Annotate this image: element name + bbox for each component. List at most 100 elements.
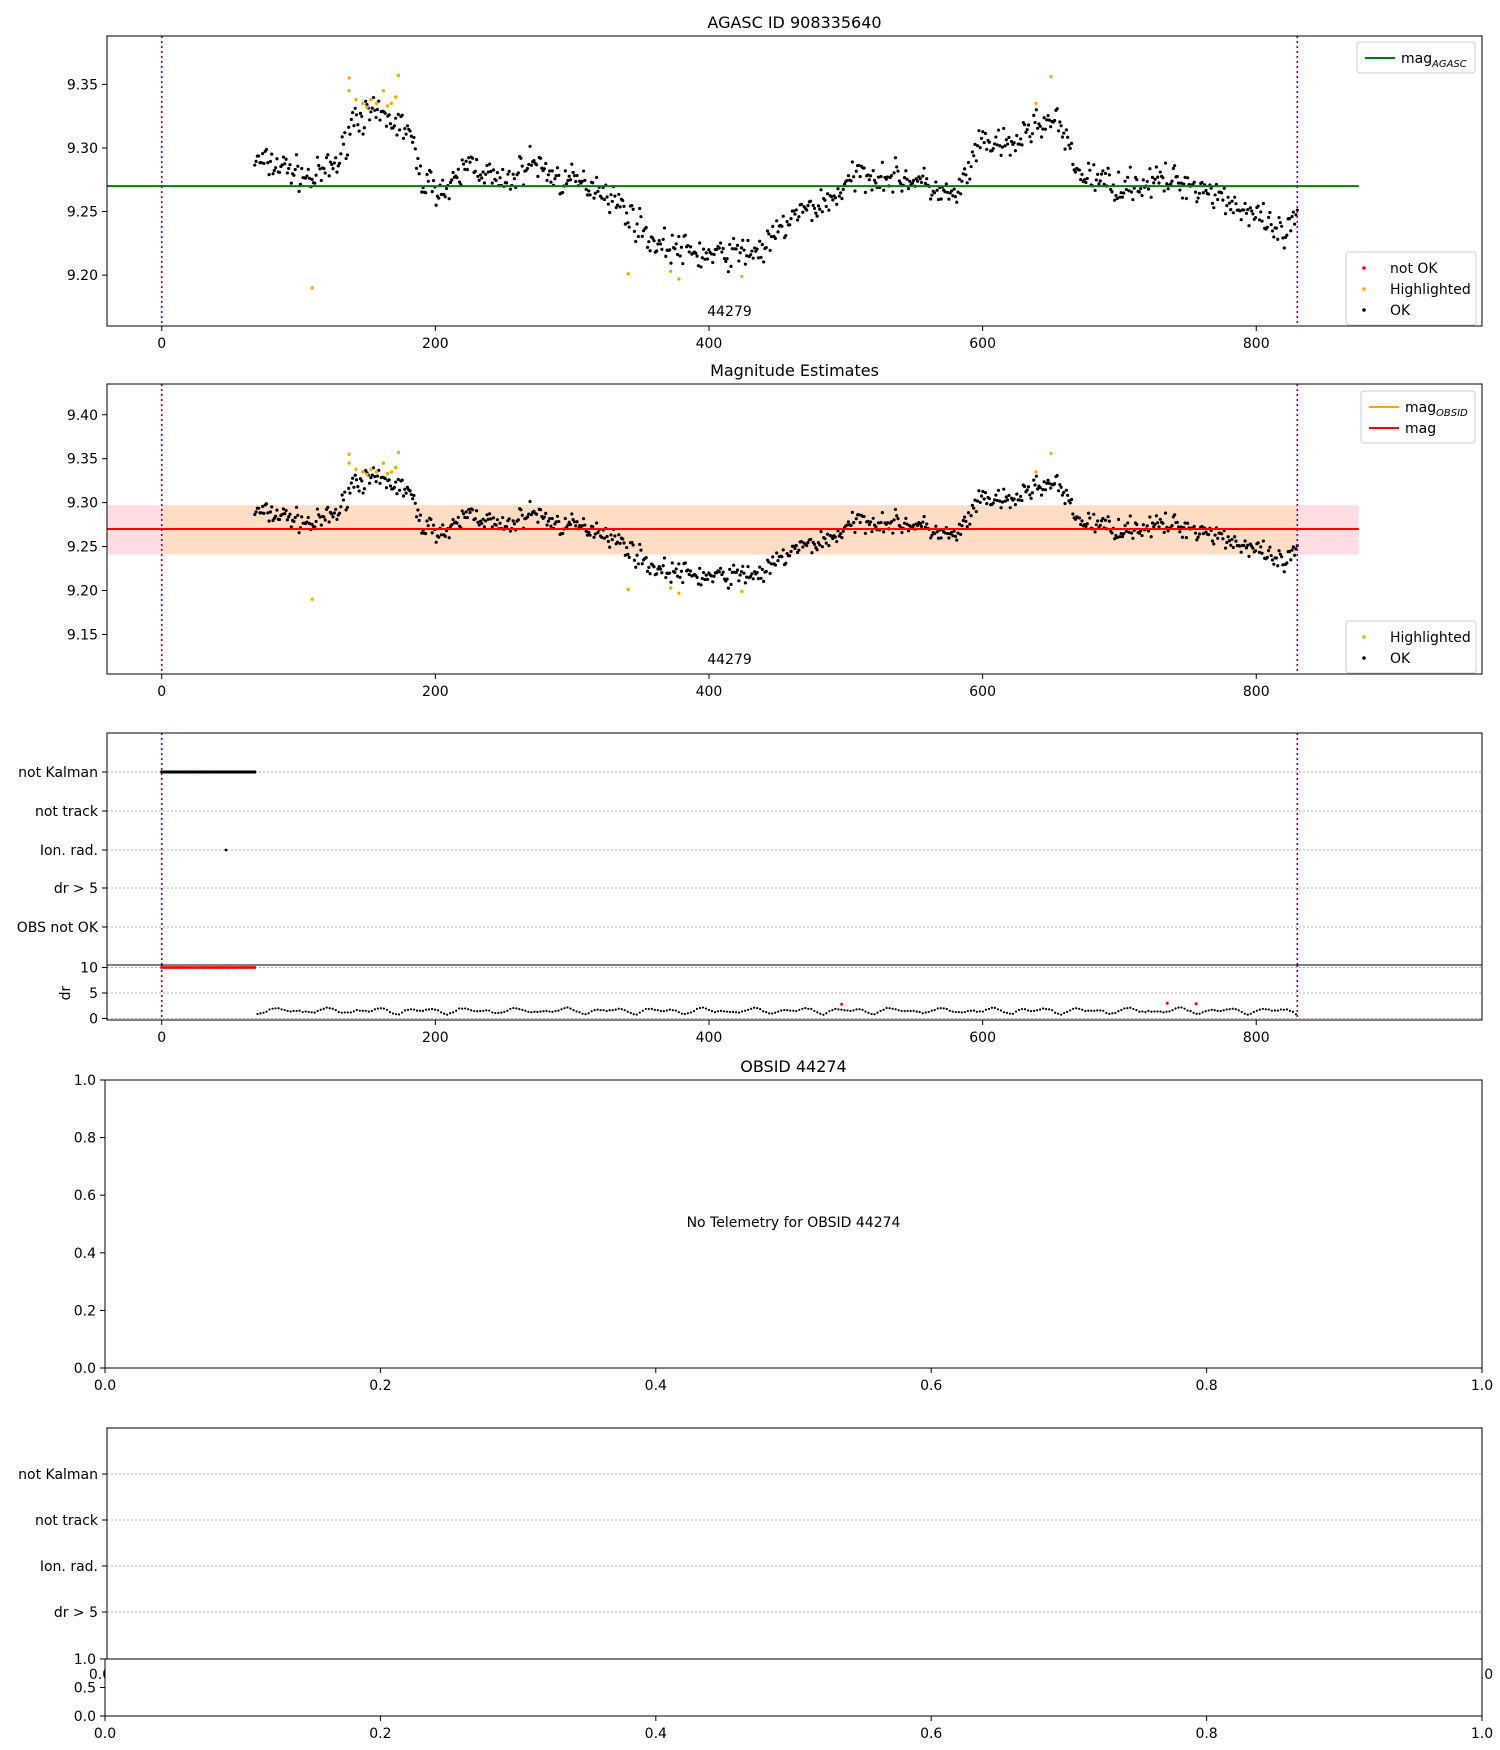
ok-point [557,519,561,524]
ok-point [823,198,827,202]
flag-point [207,770,211,774]
ok-point [323,518,327,522]
ok-point [655,249,659,253]
ok-point [592,535,596,539]
dr-point [1111,1012,1114,1015]
ok-point [425,519,429,523]
ok-point [1036,487,1040,491]
ok-point [840,536,844,540]
ok-point [962,515,967,519]
dr-point [822,1013,825,1016]
ok-point [525,166,530,171]
ok-point [369,476,373,480]
ok-point [678,254,682,258]
ok-point [1106,166,1110,170]
flag-point [205,770,209,774]
ok-point [430,531,434,535]
dr-flagged-point [203,966,207,970]
ok-point [923,181,928,186]
dr-point [1035,1009,1039,1012]
ok-point [914,177,918,181]
dr-point [569,1007,572,1010]
ok-point [609,533,613,537]
ok-point [1216,536,1220,540]
ok-point [327,520,331,524]
ok-point [484,519,488,523]
flag-point [223,770,227,774]
ok-point [780,555,784,559]
ok-point [797,215,801,219]
ok-point [1247,224,1251,228]
ok-point [919,524,924,529]
ok-point [283,162,287,166]
flag-point [189,770,193,774]
ok-point [743,262,747,266]
flag-point [210,770,214,774]
ok-point [1092,163,1096,167]
ok-point [567,520,571,524]
ok-point [395,133,399,137]
x-tick-label: 0.2 [369,1378,391,1394]
ok-point [1175,174,1179,179]
legend-label: mag [1405,421,1436,437]
dr-flagged-point [241,966,245,970]
ok-point [548,169,552,173]
ok-point [1282,570,1286,574]
highlighted-point [1049,451,1053,456]
ok-point [373,475,377,479]
dr-point [692,1010,696,1013]
ok-point [508,187,513,191]
ok-point [482,181,487,185]
ok-point [794,543,798,548]
dr-point [635,1013,638,1016]
dr-point [412,1008,416,1011]
ok-point [949,530,954,535]
ok-point [651,236,655,240]
ok-point [516,518,520,522]
flag-point [224,848,228,852]
ok-point [652,565,656,569]
dr-point [825,1012,828,1015]
ok-point [739,570,744,574]
ok-point [481,170,485,174]
dr-flagged-point [840,1002,844,1006]
ok-point [417,518,421,523]
ok-point [527,162,531,167]
ok-point [508,529,513,533]
dr-point [792,1009,795,1012]
dr-point [912,1009,915,1012]
ok-point [411,140,415,144]
highlighted-point [1034,101,1038,106]
ok-point [1197,191,1202,195]
flag-point [194,770,198,774]
ok-point [388,484,393,488]
ok-point [645,569,650,573]
ok-point [451,170,455,175]
dr-point [1048,1008,1051,1011]
ok-point [618,205,622,209]
ok-point [627,555,631,559]
ok-point [476,520,480,524]
ok-point [773,563,777,567]
dr-point [870,1012,873,1016]
ok-point [640,234,644,238]
ok-point [892,518,896,522]
ok-point [741,564,745,569]
ok-point [799,540,804,544]
dr-point [1008,1012,1012,1015]
dr-point [768,1012,771,1015]
ok-point [969,165,973,169]
highlighted-point [396,73,401,78]
ok-point [626,552,630,556]
ok-point [991,501,995,505]
ok-point [264,147,269,152]
ok-point [270,152,274,156]
dr-flagged-point [253,966,257,970]
ok-point [630,203,634,208]
ok-point [1037,122,1041,126]
dr-point [774,1011,777,1014]
y-tick-label: 1.0 [74,1073,96,1089]
ok-point [1059,124,1063,128]
ok-point [936,536,941,540]
